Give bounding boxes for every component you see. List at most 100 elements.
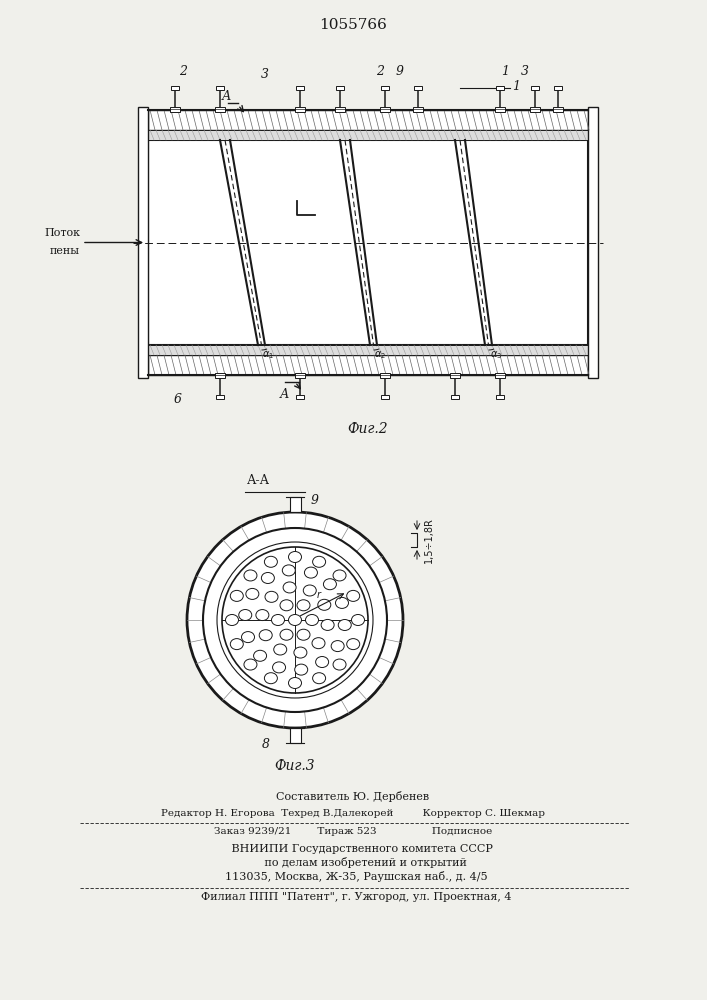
Text: 113035, Москва, Ж-35, Раушская наб., д. 4/5: 113035, Москва, Ж-35, Раушская наб., д. …: [218, 871, 488, 882]
Ellipse shape: [321, 619, 334, 630]
Bar: [380, 373, 390, 378]
Bar: [335, 107, 345, 112]
Bar: [295, 373, 305, 378]
Ellipse shape: [333, 570, 346, 581]
Ellipse shape: [305, 614, 318, 626]
Text: $\alpha_1$: $\alpha_1$: [262, 349, 274, 361]
Text: Редактор Н. Егорова  Техред В.Далекорей         Корректор С. Шекмар: Редактор Н. Егорова Техред В.Далекорей К…: [161, 809, 545, 818]
Ellipse shape: [305, 567, 317, 578]
Bar: [295, 107, 305, 112]
Ellipse shape: [303, 585, 316, 596]
Ellipse shape: [280, 600, 293, 611]
Circle shape: [187, 512, 403, 728]
Ellipse shape: [262, 572, 274, 583]
Bar: [296, 86, 304, 90]
Bar: [588, 107, 598, 378]
Ellipse shape: [288, 678, 301, 688]
Ellipse shape: [280, 629, 293, 640]
Text: пены: пены: [50, 246, 80, 256]
Ellipse shape: [273, 662, 286, 673]
Circle shape: [222, 547, 368, 693]
Text: 2: 2: [376, 65, 384, 78]
Ellipse shape: [244, 659, 257, 670]
Bar: [215, 107, 225, 112]
Text: Фиг.2: Фиг.2: [348, 422, 388, 436]
Bar: [381, 86, 389, 90]
Bar: [170, 107, 180, 112]
Bar: [553, 107, 563, 112]
Ellipse shape: [288, 614, 301, 626]
Text: А: А: [222, 90, 231, 103]
Ellipse shape: [230, 590, 243, 601]
Ellipse shape: [336, 597, 349, 608]
Ellipse shape: [254, 650, 267, 661]
Bar: [290, 497, 301, 512]
Text: 9: 9: [311, 494, 319, 507]
Ellipse shape: [338, 619, 351, 630]
Bar: [148, 130, 588, 140]
Text: 1055766: 1055766: [319, 18, 387, 32]
Bar: [380, 107, 390, 112]
Bar: [381, 395, 389, 399]
Ellipse shape: [288, 552, 301, 562]
Ellipse shape: [312, 556, 326, 567]
Text: r: r: [317, 590, 321, 600]
Text: Филиал ППП "Патент", г. Ужгород, ул. Проектная, 4: Филиал ППП "Патент", г. Ужгород, ул. Про…: [194, 892, 512, 902]
Text: 3: 3: [261, 68, 269, 81]
Bar: [148, 110, 588, 130]
Ellipse shape: [312, 673, 326, 684]
Bar: [216, 86, 224, 90]
Bar: [414, 86, 422, 90]
Bar: [171, 86, 179, 90]
Ellipse shape: [230, 639, 243, 650]
Bar: [148, 355, 588, 375]
Text: 3: 3: [521, 65, 529, 78]
Ellipse shape: [271, 614, 284, 626]
Text: А-А: А-А: [247, 474, 270, 487]
Text: А: А: [280, 388, 289, 401]
Text: Заказ 9239/21        Тираж 523                 Подписное: Заказ 9239/21 Тираж 523 Подписное: [214, 827, 492, 836]
Text: 6: 6: [174, 393, 182, 406]
Bar: [495, 373, 505, 378]
Text: $\alpha_2$: $\alpha_2$: [374, 349, 386, 361]
Ellipse shape: [346, 590, 360, 601]
Text: 2: 2: [179, 65, 187, 78]
Ellipse shape: [315, 657, 329, 668]
Bar: [148, 140, 588, 345]
Bar: [496, 395, 504, 399]
Bar: [216, 395, 224, 399]
Text: Поток: Поток: [44, 229, 80, 238]
Text: 8: 8: [262, 738, 270, 751]
Bar: [296, 395, 304, 399]
Text: 9: 9: [396, 65, 404, 78]
Bar: [413, 107, 423, 112]
Bar: [531, 86, 539, 90]
Text: Составитель Ю. Дербенев: Составитель Ю. Дербенев: [276, 791, 430, 802]
Text: Фиг.3: Фиг.3: [275, 759, 315, 773]
Ellipse shape: [297, 629, 310, 640]
Text: 1: 1: [501, 65, 509, 78]
Ellipse shape: [264, 556, 277, 567]
Ellipse shape: [346, 639, 360, 650]
Bar: [290, 728, 301, 743]
Ellipse shape: [239, 610, 252, 621]
Text: по делам изобретений и открытий: по делам изобретений и открытий: [240, 857, 467, 868]
Ellipse shape: [317, 599, 331, 610]
Bar: [336, 86, 344, 90]
Ellipse shape: [265, 591, 278, 602]
Ellipse shape: [226, 614, 238, 626]
Bar: [451, 395, 459, 399]
Ellipse shape: [246, 588, 259, 599]
Circle shape: [203, 528, 387, 712]
Ellipse shape: [312, 638, 325, 649]
Bar: [215, 373, 225, 378]
Ellipse shape: [283, 582, 296, 593]
Ellipse shape: [259, 630, 272, 641]
Ellipse shape: [242, 632, 255, 643]
Ellipse shape: [297, 600, 310, 611]
Ellipse shape: [264, 673, 277, 684]
Ellipse shape: [294, 647, 307, 658]
Circle shape: [217, 542, 373, 698]
Ellipse shape: [331, 641, 344, 652]
Ellipse shape: [333, 659, 346, 670]
